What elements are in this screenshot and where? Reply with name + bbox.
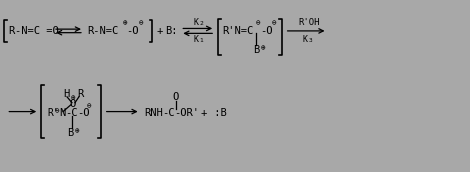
- Text: N: N: [59, 108, 65, 118]
- Text: -C: -C: [65, 108, 78, 118]
- Text: R: R: [77, 89, 83, 99]
- Text: 1: 1: [199, 38, 203, 43]
- Text: R: R: [8, 26, 15, 36]
- Text: RNH: RNH: [145, 108, 163, 118]
- Text: R'OH: R'OH: [298, 18, 320, 26]
- Text: K: K: [193, 18, 198, 26]
- Text: -N=C =O: -N=C =O: [16, 26, 59, 36]
- Text: ⊖: ⊖: [87, 101, 92, 110]
- Text: K: K: [303, 35, 307, 44]
- Text: ⊕: ⊕: [261, 44, 266, 53]
- Text: R-N=C: R-N=C: [87, 26, 118, 36]
- Text: R'N=C: R'N=C: [222, 26, 253, 36]
- Text: 2: 2: [199, 20, 203, 25]
- Text: B: B: [253, 45, 259, 55]
- Text: ⊕: ⊕: [71, 93, 76, 102]
- Text: -O: -O: [126, 26, 139, 36]
- Text: O: O: [69, 99, 75, 109]
- Text: O: O: [172, 92, 179, 102]
- Text: +: +: [157, 26, 163, 36]
- Text: -O: -O: [260, 26, 272, 36]
- Text: ⊕: ⊕: [123, 18, 127, 27]
- Text: B:: B:: [165, 26, 178, 36]
- Text: -OR': -OR': [174, 108, 199, 118]
- Text: ⊖: ⊖: [256, 18, 260, 27]
- Text: -O: -O: [77, 108, 89, 118]
- Text: B: B: [67, 128, 73, 138]
- Text: -C: -C: [163, 108, 175, 118]
- Text: +: +: [200, 108, 206, 118]
- Text: ⊖: ⊖: [55, 106, 60, 115]
- Text: K: K: [193, 35, 198, 44]
- Text: R': R': [47, 108, 59, 118]
- Text: 3: 3: [309, 38, 312, 43]
- Text: :B: :B: [208, 108, 227, 118]
- Text: ⊕: ⊕: [75, 127, 79, 136]
- Text: ⊖: ⊖: [272, 18, 276, 27]
- Text: ⊖: ⊖: [139, 18, 143, 27]
- Text: H: H: [63, 89, 69, 99]
